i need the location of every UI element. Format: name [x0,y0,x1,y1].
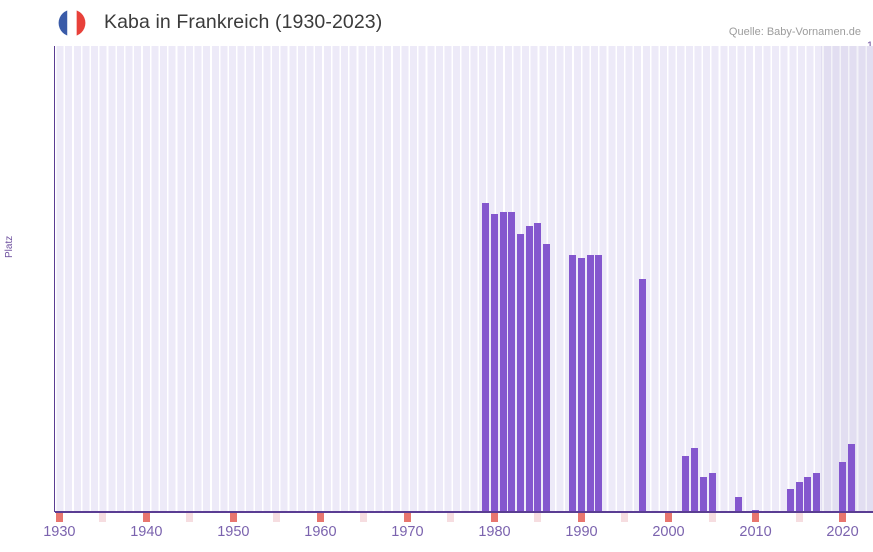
tickmark-1950 [229,513,237,522]
tickmark-1990 [577,513,585,522]
bar-1992[interactable] [595,254,603,512]
tickmark-1930 [55,513,63,522]
france-flag-circle-icon [58,9,86,37]
plot-shaded-region [820,46,873,512]
x-axis-label-1950: 1950 [217,524,250,540]
tickmark-1960 [316,513,324,522]
x-axis-label-1970: 1970 [391,524,424,540]
tickmark-2005 [708,513,716,522]
bar-1989[interactable] [569,254,577,512]
x-axis-label-1930: 1930 [43,524,76,540]
bar-2016[interactable] [804,477,812,512]
x-axis-line [55,511,873,513]
tickmark-1955 [273,513,281,522]
x-axis-label-1960: 1960 [304,524,337,540]
x-axis-label-1980: 1980 [478,524,511,540]
tickmark-1965 [360,513,368,522]
tickmark-2000 [665,513,672,522]
x-axis-labels: 1930 1940 1950 1960 1970 1980 1990 2000 2010 2020 [0,524,873,548]
bar-1983[interactable] [517,234,525,512]
bar-1981[interactable] [499,212,507,512]
plot-area [55,46,873,512]
tickmark-1985 [534,513,542,522]
bar-1997[interactable] [638,278,646,512]
x-axis-label-2010: 2010 [739,524,772,540]
bar-2017[interactable] [812,472,820,512]
bar-2002[interactable] [682,456,690,512]
x-axis-label-1990: 1990 [565,524,598,540]
x-axis-label-2000: 2000 [652,524,685,540]
tickmark-2010 [752,513,760,522]
bar-1990[interactable] [577,258,585,512]
tickmark-1945 [186,513,194,522]
bar-1984[interactable] [525,225,533,512]
page-title: Kaba in Frankreich (1930-2023) [104,11,383,33]
y-axis-title: Platz [4,235,15,258]
bar-1982[interactable] [508,212,516,512]
bar-2021[interactable] [847,443,855,512]
bar-1986[interactable] [543,244,551,512]
bar-2010[interactable] [752,509,760,512]
bar-1979[interactable] [482,202,490,512]
tickmark-2020 [839,513,847,522]
chart-header: Kaba in Frankreich (1930-2023) Quelle: B… [0,0,873,46]
bar-2005[interactable] [708,472,716,512]
tickmark-1995 [621,513,629,522]
tickmark-1980 [490,513,498,522]
bar-2020[interactable] [839,461,847,512]
bar-2004[interactable] [699,477,707,512]
x-axis-label-2020: 2020 [826,524,859,540]
tickmark-1975 [447,513,455,522]
bar-1991[interactable] [586,254,594,512]
tickmark-1940 [142,513,150,522]
bar-2015[interactable] [795,482,803,512]
source-attribution: Quelle: Baby-Vornamen.de [728,26,861,38]
bar-1985[interactable] [534,223,542,512]
tickmark-2015 [795,513,803,522]
x-axis-label-1940: 1940 [130,524,163,540]
x-axis-tickmarks [55,513,873,523]
bar-2014[interactable] [786,488,794,512]
bar-1980[interactable] [490,213,498,512]
tickmark-1970 [403,513,411,522]
bar-2008[interactable] [734,496,742,512]
tickmark-1935 [99,513,107,522]
bar-2003[interactable] [691,447,699,512]
